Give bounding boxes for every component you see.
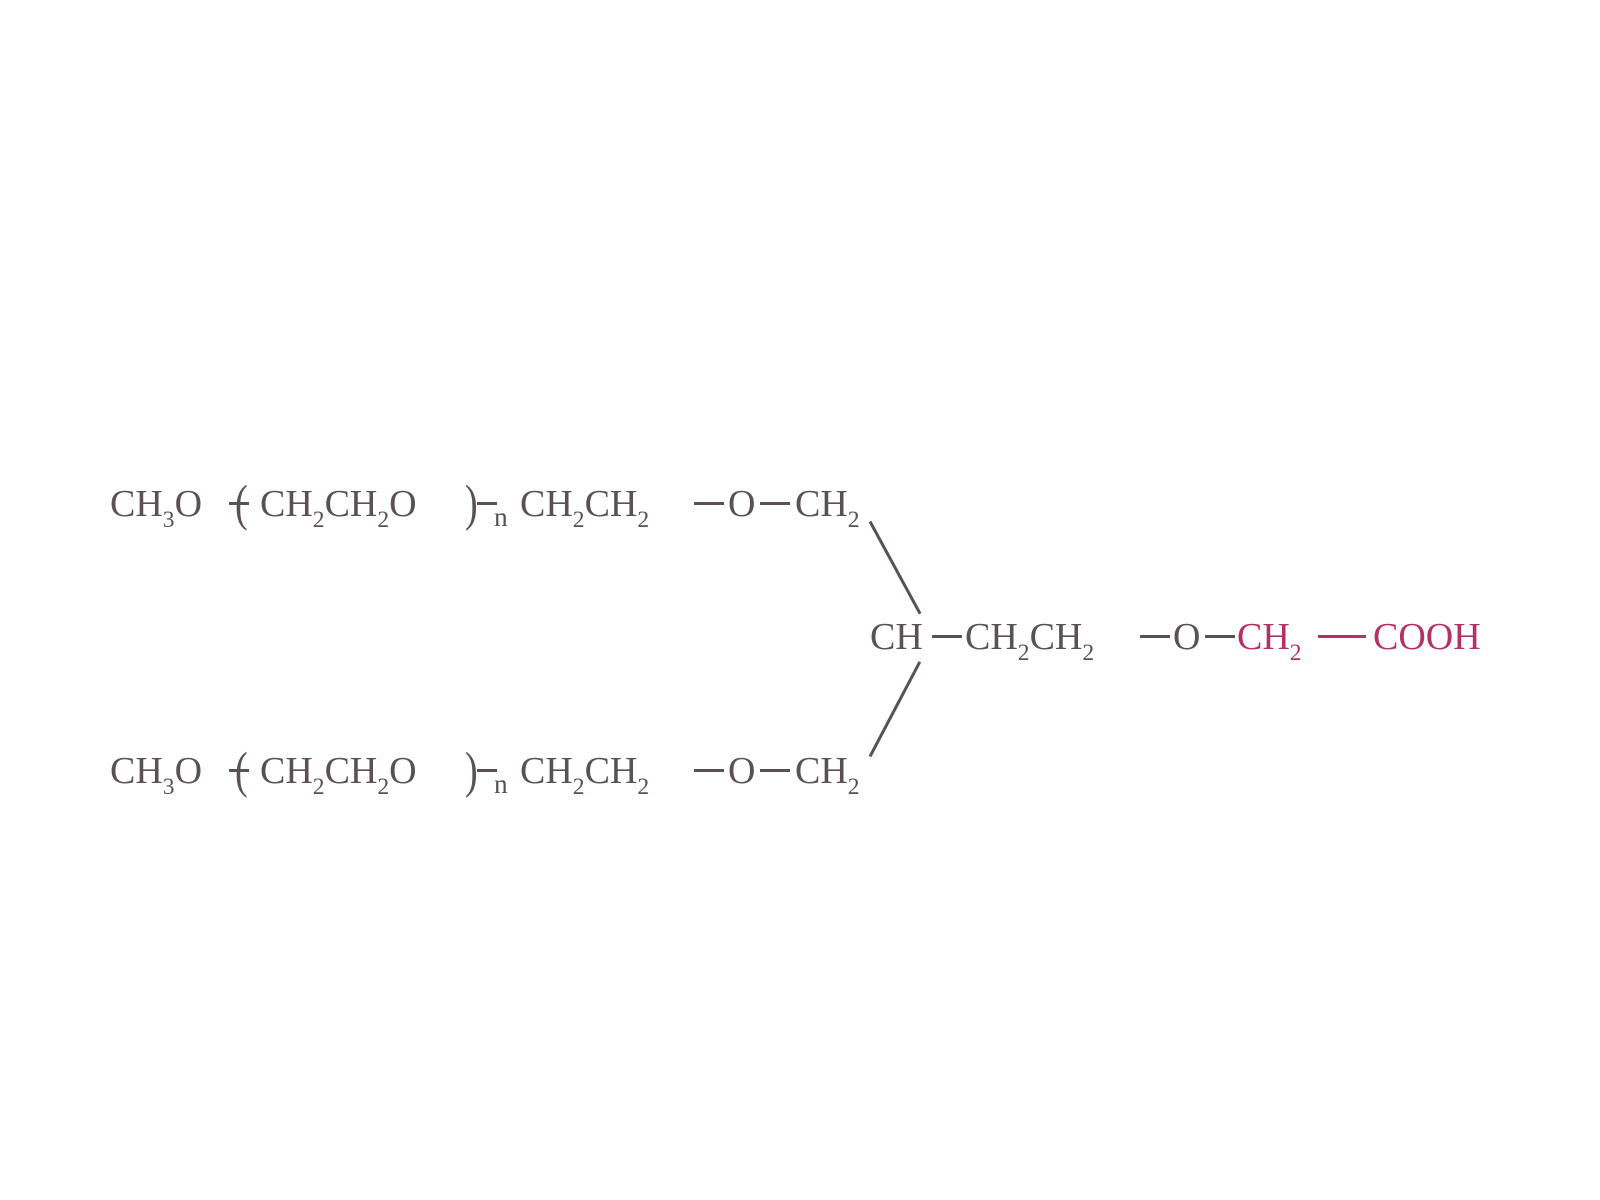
bond-m-h1 xyxy=(932,635,962,638)
paren-tick-bot-lb-tick xyxy=(229,769,249,772)
formula-top-2: CH2CH2O xyxy=(260,485,417,530)
bond-m-h3 xyxy=(1205,635,1235,638)
bond-m-h2 xyxy=(1140,635,1170,638)
paren-tick-top-lb-tick xyxy=(229,502,249,505)
formula-bot-1: CH3O xyxy=(110,752,202,797)
paren-tick-bot-rb-tick xyxy=(477,769,497,772)
bond-m-h4 xyxy=(1318,635,1366,638)
bond-d-bot xyxy=(869,661,922,757)
bond-b-h1 xyxy=(694,769,724,772)
formula-top-4: CH2 xyxy=(795,485,860,530)
formula-mid-ch2: CH2 xyxy=(1237,618,1302,663)
paren-tick-top-rb-tick xyxy=(477,502,497,505)
bond-t-h2 xyxy=(760,502,790,505)
formula-bot-rb: ) xyxy=(465,745,478,796)
formula-mid-o: O xyxy=(1173,618,1200,656)
formula-bot-4: CH2 xyxy=(795,752,860,797)
formula-top-o: O xyxy=(728,485,755,523)
formula-bot-o: O xyxy=(728,752,755,790)
formula-mid-ch: CH xyxy=(870,618,923,656)
chemical-structure-diagram: CH3O(CH2CH2O)nCH2CH2OCH2CHCH2CH2OCH2COOH… xyxy=(0,0,1600,1200)
formula-top-1: CH3O xyxy=(110,485,202,530)
bond-b-h2 xyxy=(760,769,790,772)
formula-bot-3: CH2CH2 xyxy=(520,752,649,797)
bond-d-top xyxy=(869,521,922,614)
bond-t-h1 xyxy=(694,502,724,505)
formula-mid-cooh: COOH xyxy=(1373,618,1481,656)
formula-top-rb: ) xyxy=(465,478,478,529)
formula-mid-1: CH2CH2 xyxy=(965,618,1094,663)
formula-top-3: CH2CH2 xyxy=(520,485,649,530)
formula-bot-2: CH2CH2O xyxy=(260,752,417,797)
